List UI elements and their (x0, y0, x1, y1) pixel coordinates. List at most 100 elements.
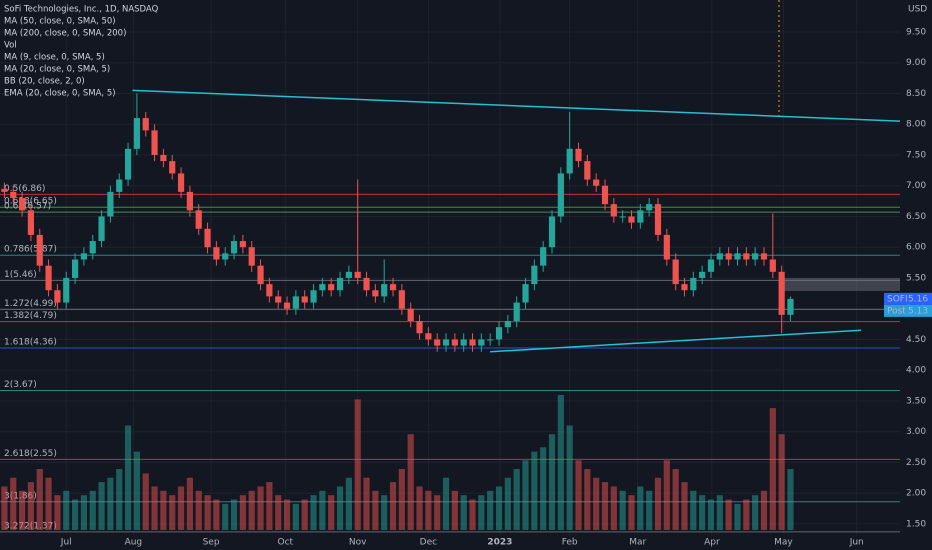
volume-bar (416, 486, 423, 530)
candle-body (133, 118, 140, 149)
chart-title: SoFi Technologies, Inc., 1D, NASDAQ (4, 5, 159, 15)
volume-bar (142, 473, 149, 530)
x-tick-label: Nov (349, 538, 367, 548)
volume-bar (619, 490, 626, 530)
x-tick-label: Jun (849, 538, 864, 548)
volume-bar (663, 460, 670, 530)
candle-body (460, 339, 467, 346)
volume-bar (177, 486, 185, 530)
candle-body (487, 339, 494, 341)
candle-body (160, 154, 167, 162)
candle-body (310, 290, 317, 303)
y-tick-label: 3.50 (906, 396, 926, 406)
candle-body (548, 216, 556, 248)
candle-body (504, 321, 511, 328)
y-tick-label: 3.00 (906, 427, 926, 437)
price-tag-value: 5.16 (908, 294, 928, 304)
volume-bar (442, 477, 450, 530)
trendline (132, 89, 901, 122)
candle-body (18, 198, 26, 211)
volume-bar (628, 495, 635, 530)
x-tick-label: Jul (60, 538, 72, 548)
fib-label: 0.618(6.65) (4, 197, 57, 207)
y-tick-label: 7.00 (906, 181, 926, 191)
price-axis-bg (900, 0, 932, 550)
candle-body (248, 247, 255, 266)
indicator-legend: MA (50, close, 0, SMA, 50) (4, 17, 116, 27)
y-tick-label: 6.50 (906, 212, 926, 222)
candle-body (743, 253, 750, 260)
volume-bar (478, 495, 485, 530)
candle-body (778, 271, 785, 315)
indicator-legend: EMA (20, close, 0, SMA, 5) (4, 89, 116, 99)
volume-bar (504, 477, 511, 530)
volume-bar (557, 395, 564, 530)
candle-body (434, 339, 441, 346)
candle-body (619, 216, 626, 218)
candle-body (71, 259, 79, 278)
volume-bar (787, 469, 794, 530)
volume-bar (169, 495, 176, 530)
volume-bar (213, 499, 220, 530)
volume-bar (725, 499, 732, 530)
volume-bar (160, 490, 167, 530)
y-tick-label: 2.50 (906, 458, 926, 468)
candle-body (230, 241, 238, 254)
fib-label: 0.5(6.86) (4, 184, 45, 194)
y-tick-label: 4.50 (906, 335, 926, 345)
volume-bar (71, 499, 79, 530)
candle-body (151, 130, 158, 155)
x-tick-label: Aug (125, 538, 143, 548)
volume-bar (239, 495, 246, 530)
candle-body (769, 259, 776, 272)
indicator-legend: MA (20, close, 0, SMA, 5) (4, 65, 110, 75)
volume-bar (89, 490, 96, 530)
volume-bar (584, 469, 591, 530)
volume-bar (778, 434, 785, 530)
candle-body (540, 247, 547, 266)
candle-body (681, 284, 688, 291)
price-tag (884, 292, 932, 305)
fib-label: 1.272(4.99) (4, 299, 57, 309)
volume-bar (283, 499, 291, 530)
candle-body (336, 277, 344, 291)
candle-body (522, 284, 529, 303)
candle-body (80, 253, 87, 260)
volume-bar (451, 490, 458, 530)
y-tick-label: 8.50 (906, 89, 926, 99)
volume-bar (601, 482, 609, 530)
volume-bar (487, 490, 494, 530)
volume-bar (80, 495, 87, 530)
candle-body (142, 118, 149, 131)
candle-body (663, 234, 670, 260)
candle-body (628, 216, 635, 223)
volume-bar (18, 490, 26, 530)
volume-bar (566, 425, 573, 530)
candle-body (495, 327, 503, 340)
candle-body (107, 191, 114, 217)
volume-bar (345, 477, 352, 530)
candle-body (716, 253, 723, 260)
candle-body (398, 290, 405, 309)
candle-body (177, 173, 185, 192)
volume-bar (593, 477, 600, 530)
candle-body (478, 339, 485, 346)
volume-bar (310, 495, 317, 530)
post-tag (884, 304, 932, 317)
volume-bar (495, 486, 503, 530)
candle-body (222, 253, 229, 260)
candle-body (734, 253, 741, 260)
candle-body (513, 302, 520, 321)
candle-body (275, 296, 282, 303)
candle-body (319, 284, 326, 291)
y-tick-label: 2.00 (906, 489, 926, 499)
candle-body (45, 265, 52, 291)
volume-bar (654, 477, 662, 530)
candle-body (707, 259, 715, 272)
indicator-legend: MA (9, close, 0, SMA, 5) (4, 53, 105, 63)
volume-bar (1, 486, 8, 530)
volume-bar (434, 495, 441, 530)
x-tick-label: Mar (629, 538, 646, 548)
candle-body (266, 284, 273, 297)
fib-label: 2(3.67) (4, 380, 37, 390)
